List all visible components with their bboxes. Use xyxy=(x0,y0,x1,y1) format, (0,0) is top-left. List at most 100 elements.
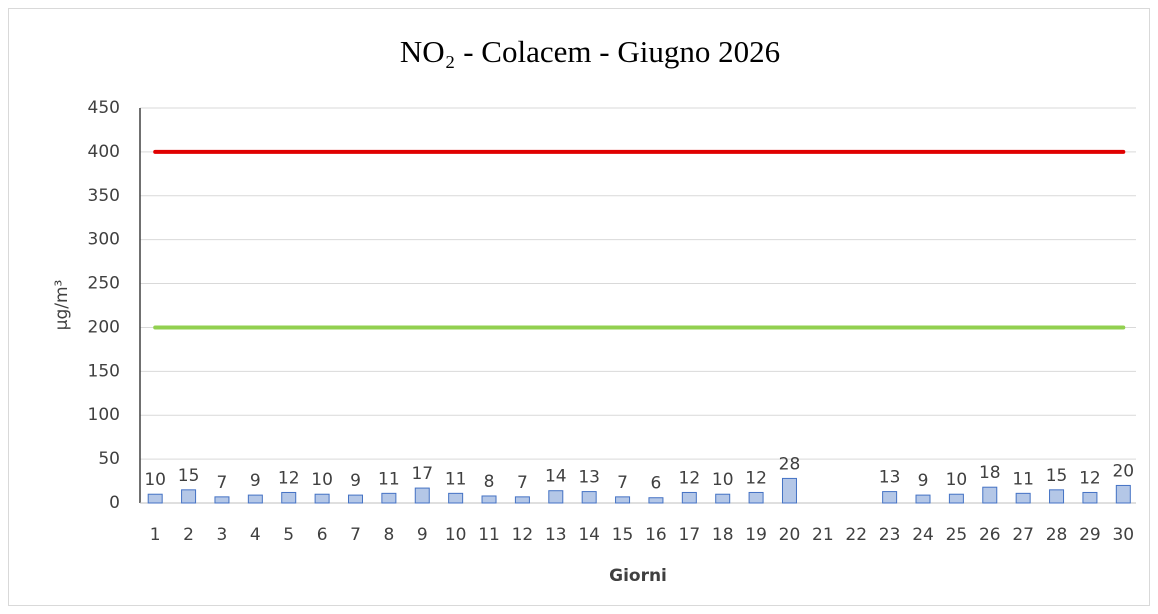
x-tick-label: 6 xyxy=(317,525,328,545)
data-label: 11 xyxy=(445,469,467,489)
bar xyxy=(982,486,998,504)
bar xyxy=(615,496,631,504)
chart-title: NO₂ - Colacem - Giugno 2026 xyxy=(400,34,780,69)
x-axis-title: Giorni xyxy=(609,566,667,586)
bar xyxy=(748,491,764,504)
data-label: 12 xyxy=(1079,468,1101,488)
x-tick-label: 23 xyxy=(879,525,901,545)
bar xyxy=(1115,484,1131,504)
x-tick-label: 7 xyxy=(350,525,361,545)
bar xyxy=(281,491,297,504)
bar xyxy=(381,492,397,504)
data-label: 8 xyxy=(484,472,495,492)
x-tick-label: 11 xyxy=(478,525,500,545)
data-label: 18 xyxy=(979,463,1001,483)
chart-border xyxy=(8,8,1150,606)
bar xyxy=(314,493,330,504)
bar xyxy=(548,490,564,504)
x-tick-label: 28 xyxy=(1046,525,1068,545)
y-tick-label: 400 xyxy=(88,142,120,162)
bar xyxy=(948,493,964,504)
bar xyxy=(181,489,197,504)
data-label: 10 xyxy=(144,470,166,490)
x-tick-label: 20 xyxy=(779,525,801,545)
x-tick-label: 15 xyxy=(612,525,634,545)
x-tick-label: 14 xyxy=(578,525,600,545)
x-tick-label: 13 xyxy=(545,525,567,545)
x-tick-label: 29 xyxy=(1079,525,1101,545)
data-label: 20 xyxy=(1112,461,1134,481)
bar xyxy=(481,495,497,504)
data-label: 13 xyxy=(578,468,600,488)
data-label: 7 xyxy=(517,473,528,493)
x-tick-label: 12 xyxy=(512,525,534,545)
data-label: 17 xyxy=(411,464,433,484)
data-label: 13 xyxy=(879,468,901,488)
x-tick-label: 22 xyxy=(845,525,867,545)
data-label: 9 xyxy=(250,471,261,491)
y-axis-title: µg/m³ xyxy=(52,280,72,331)
x-tick-label: 9 xyxy=(417,525,428,545)
x-tick-label: 4 xyxy=(250,525,261,545)
x-tick-label: 25 xyxy=(946,525,968,545)
x-tick-label: 17 xyxy=(679,525,701,545)
x-tick-label: 1 xyxy=(150,525,161,545)
bar xyxy=(214,496,230,504)
bar xyxy=(781,477,797,504)
x-tick-label: 16 xyxy=(645,525,667,545)
y-tick-label: 50 xyxy=(98,449,120,469)
bar xyxy=(448,492,464,504)
y-tick-label: 200 xyxy=(88,317,120,337)
data-label: 6 xyxy=(651,474,662,494)
y-tick-label: 450 xyxy=(88,98,120,118)
bar xyxy=(514,496,530,504)
data-label: 12 xyxy=(278,468,300,488)
bar xyxy=(1015,492,1031,504)
x-tick-label: 3 xyxy=(217,525,228,545)
x-tick-label: 8 xyxy=(383,525,394,545)
x-tick-label: 2 xyxy=(183,525,194,545)
x-tick-label: 18 xyxy=(712,525,734,545)
bar xyxy=(1082,491,1098,504)
data-label: 9 xyxy=(918,471,929,491)
bar xyxy=(715,493,731,504)
y-tick-label: 300 xyxy=(88,230,120,250)
x-tick-label: 30 xyxy=(1112,525,1134,545)
data-label: 28 xyxy=(779,454,801,474)
y-tick-label: 0 xyxy=(109,493,120,513)
bar xyxy=(247,494,263,504)
data-label: 11 xyxy=(378,469,400,489)
x-tick-label: 26 xyxy=(979,525,1001,545)
data-label: 15 xyxy=(1046,466,1068,486)
bar xyxy=(648,497,664,504)
data-label: 7 xyxy=(617,473,628,493)
data-label: 10 xyxy=(311,470,333,490)
y-tick-label: 350 xyxy=(88,186,120,206)
x-tick-label: 5 xyxy=(283,525,294,545)
x-tick-label: 24 xyxy=(912,525,934,545)
bar xyxy=(1049,489,1065,504)
bar xyxy=(414,487,430,504)
x-tick-label: 19 xyxy=(745,525,767,545)
bar xyxy=(915,494,931,504)
data-label: 14 xyxy=(545,467,567,487)
x-tick-label: 21 xyxy=(812,525,834,545)
data-label: 11 xyxy=(1012,469,1034,489)
data-label: 10 xyxy=(712,470,734,490)
data-label: 15 xyxy=(178,466,200,486)
y-tick-label: 100 xyxy=(88,405,120,425)
bar xyxy=(347,494,363,504)
data-label: 9 xyxy=(350,471,361,491)
bar xyxy=(581,491,597,504)
bar xyxy=(147,493,163,504)
data-label: 12 xyxy=(679,468,701,488)
y-tick-label: 150 xyxy=(88,361,120,381)
data-label: 7 xyxy=(217,473,228,493)
x-tick-label: 27 xyxy=(1012,525,1034,545)
x-tick-label: 10 xyxy=(445,525,467,545)
bar xyxy=(882,491,898,504)
data-label: 12 xyxy=(745,468,767,488)
bar xyxy=(681,491,697,504)
y-tick-label: 250 xyxy=(88,274,120,294)
